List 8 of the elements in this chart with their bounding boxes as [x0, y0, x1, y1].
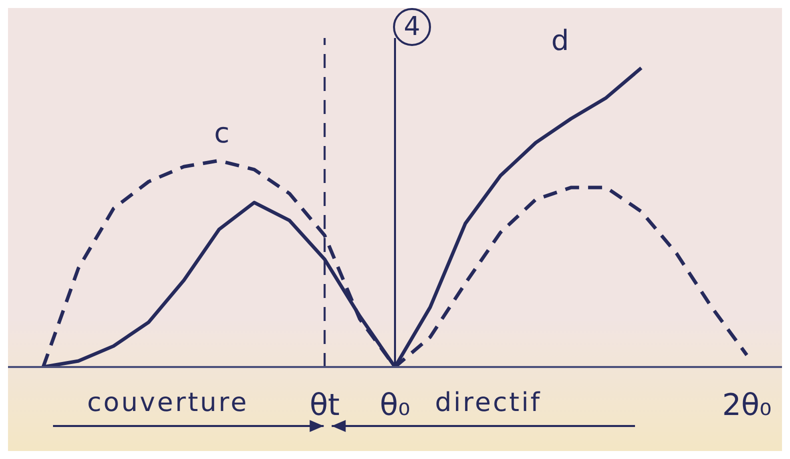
text: couverture	[87, 388, 249, 418]
x-tick-label: θt	[310, 388, 340, 423]
series-label: d	[551, 24, 570, 57]
series-label: c	[214, 116, 230, 150]
x-tick-label: 2θ₀	[722, 388, 772, 423]
text: 4	[393, 8, 431, 46]
x-tick-label: θ₀	[380, 388, 410, 423]
text: directif	[435, 388, 542, 418]
